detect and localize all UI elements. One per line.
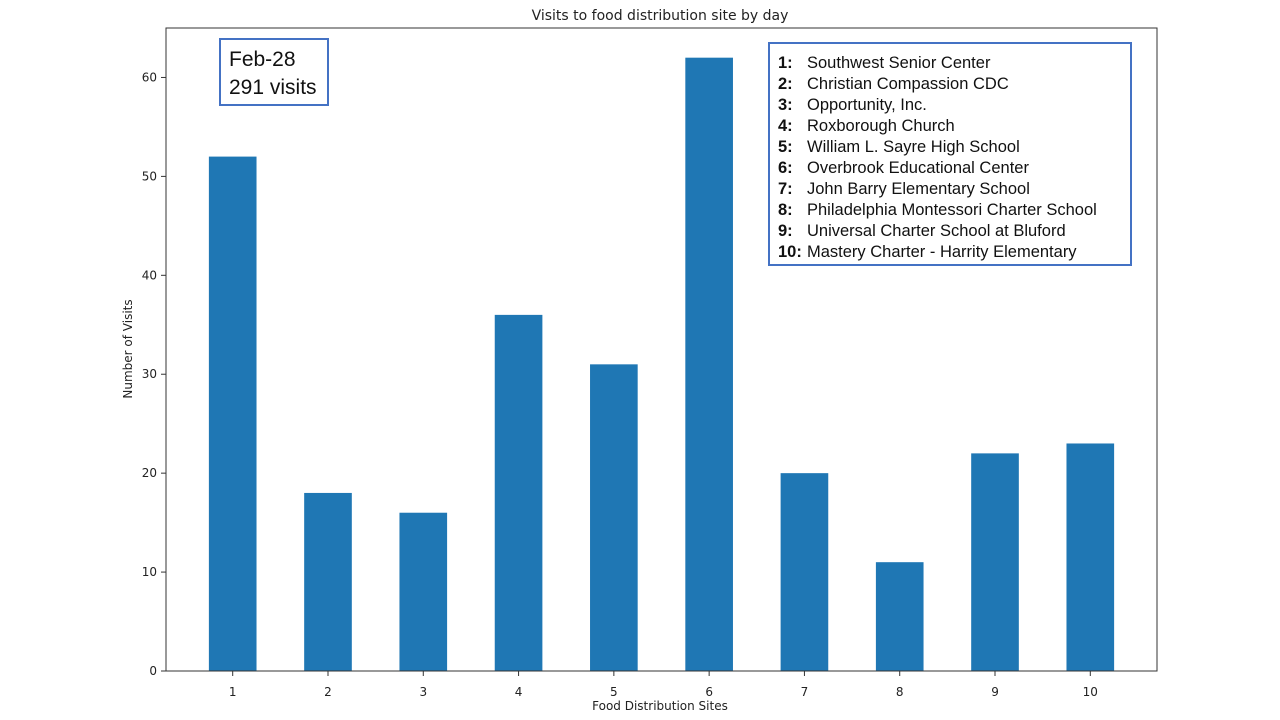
y-axis-label: Number of Visits (121, 299, 135, 398)
legend-item-name: Philadelphia Montessori Charter School (807, 201, 1097, 219)
x-tick-label: 8 (896, 685, 904, 699)
legend-item: 2: Christian Compassion CDC (778, 74, 1122, 95)
y-tick-label: 10 (142, 565, 157, 579)
x-tick-label: 10 (1083, 685, 1098, 699)
y-tick-label: 20 (142, 466, 157, 480)
annotation-total-visits: 291 visits (229, 76, 317, 99)
date-annotation-box: Feb-28 291 visits (219, 38, 329, 106)
x-tick-label: 9 (991, 685, 999, 699)
legend-item: 10: Mastery Charter - Harrity Elementary (778, 242, 1122, 263)
legend-item: 7: John Barry Elementary School (778, 179, 1122, 200)
bar-site-6 (685, 57, 733, 671)
site-legend-box: 1: Southwest Senior Center 2: Christian Com… (768, 42, 1132, 266)
y-tick-label: 60 (142, 70, 157, 84)
bar-site-8 (875, 562, 924, 671)
legend-item-number: 1: (778, 54, 793, 72)
x-axis-label: Food Distribution Sites (592, 699, 728, 713)
x-tick-label: 1 (229, 685, 237, 699)
legend-item: 1: Southwest Senior Center (778, 53, 1122, 74)
legend-item-name: Universal Charter School at Bluford (807, 222, 1066, 240)
annotation-date: Feb-28 (229, 48, 296, 71)
y-axis-ticks: 0 10 20 30 40 50 60 (142, 70, 166, 678)
legend-item: 4: Roxborough Church (778, 116, 1122, 137)
y-tick-label: 50 (142, 169, 157, 183)
legend-item-number: 6: (778, 159, 793, 177)
legend-item-number: 7: (778, 180, 793, 198)
x-tick-label: 2 (324, 685, 332, 699)
bar-site-9 (971, 453, 1019, 671)
bar-site-4 (494, 314, 543, 671)
x-axis-ticks: 1 2 3 4 5 6 7 8 9 10 (229, 671, 1098, 699)
legend-item-number: 5: (778, 138, 793, 156)
bars-layer (208, 57, 1115, 672)
legend-item-name: Mastery Charter - Harrity Elementary (807, 243, 1077, 261)
plot-frame (165, 27, 1158, 672)
legend-item-number: 4: (778, 117, 793, 135)
bar-site-5 (590, 364, 638, 671)
bar-site-2 (304, 492, 352, 671)
legend-item: 3: Opportunity, Inc. (778, 95, 1122, 116)
legend-item-name: Opportunity, Inc. (807, 96, 927, 114)
legend-item-number: 10: (778, 243, 802, 261)
legend-item-number: 3: (778, 96, 793, 114)
legend-item: 6: Overbrook Educational Center (778, 158, 1122, 179)
legend-item-name: John Barry Elementary School (807, 180, 1030, 198)
legend-item: 8: Philadelphia Montessori Charter School (778, 200, 1122, 221)
x-tick-label: 4 (515, 685, 523, 699)
legend-item-name: Christian Compassion CDC (807, 75, 1009, 93)
bar-site-1 (208, 156, 257, 672)
y-tick-label: 0 (149, 664, 157, 678)
legend-item-number: 9: (778, 222, 793, 240)
bar-site-3 (399, 512, 448, 671)
legend-item-name: Overbrook Educational Center (807, 159, 1029, 177)
x-tick-label: 5 (610, 685, 618, 699)
legend-item: 9: Universal Charter School at Bluford (778, 221, 1122, 242)
x-tick-label: 6 (705, 685, 713, 699)
y-tick-label: 30 (142, 367, 157, 381)
x-tick-label: 7 (801, 685, 809, 699)
legend-item-name: William L. Sayre High School (807, 138, 1020, 156)
bar-site-7 (780, 473, 829, 671)
legend-item-number: 2: (778, 75, 793, 93)
x-tick-label: 3 (419, 685, 427, 699)
legend-item: 5: William L. Sayre High School (778, 137, 1122, 158)
legend-item-name: Roxborough Church (807, 117, 955, 135)
y-tick-label: 40 (142, 268, 157, 282)
chart-title: Visits to food distribution site by day (532, 8, 789, 24)
bar-site-10 (1066, 443, 1115, 671)
legend-item-name: Southwest Senior Center (807, 54, 991, 72)
legend-item-number: 8: (778, 201, 793, 219)
